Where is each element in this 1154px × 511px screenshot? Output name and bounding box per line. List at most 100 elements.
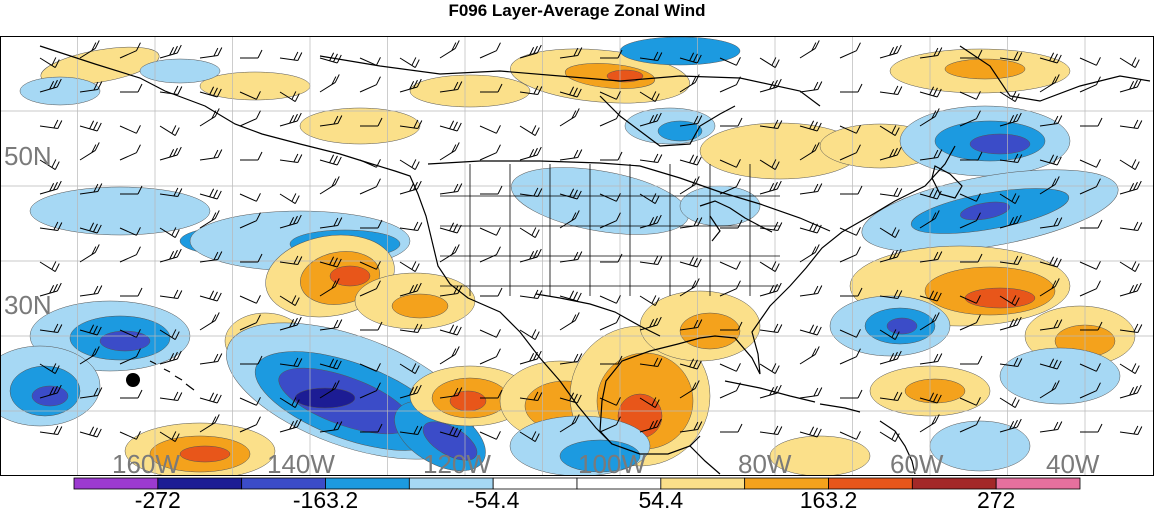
wind-barb <box>120 287 143 297</box>
wind-barb <box>519 431 540 442</box>
wind-barb <box>840 83 863 93</box>
wind-barb <box>1119 384 1142 399</box>
wind-barb <box>679 278 700 297</box>
wind-barb <box>519 85 543 96</box>
wind-barb <box>719 76 741 93</box>
wind-barb <box>120 389 143 399</box>
wind-barb <box>159 44 182 59</box>
wind-barb <box>319 421 343 433</box>
wind-barb <box>1039 176 1060 195</box>
wind-barb <box>119 125 141 134</box>
wind-barb <box>919 353 943 365</box>
wind-barb <box>679 154 702 166</box>
wind-shading-region <box>904 378 966 404</box>
wind-barb <box>639 316 662 331</box>
wind-barb <box>279 316 302 331</box>
wind-barb <box>439 244 460 263</box>
wind-barb <box>759 119 783 130</box>
wind-barb <box>1119 221 1143 232</box>
wind-barb <box>239 212 261 229</box>
wind-barb <box>240 253 263 263</box>
wind-barb <box>119 144 141 161</box>
wind-barb <box>1119 323 1143 334</box>
wind-barb <box>399 159 420 170</box>
wind-barb <box>559 414 580 433</box>
wind-barb <box>759 159 780 170</box>
wind-barb <box>399 78 422 93</box>
wind-barb <box>240 355 263 365</box>
wind-barb <box>399 363 420 374</box>
wind-barb <box>719 363 741 372</box>
wind-shading-region <box>944 58 1026 80</box>
wind-barb <box>319 278 340 297</box>
wind-barb <box>679 380 700 399</box>
wind-barb <box>919 86 942 98</box>
wind-barb <box>39 323 63 334</box>
colorbar-swatch <box>995 477 1081 490</box>
wind-barb <box>719 382 741 399</box>
wind-barb <box>1119 425 1143 436</box>
wind-barb <box>599 110 621 127</box>
wind-barb <box>199 290 222 302</box>
wind-barb <box>439 222 462 234</box>
wind-barb <box>1039 256 1062 268</box>
wind-barb <box>679 217 703 229</box>
wind-barb <box>719 159 741 168</box>
wind-barb <box>879 248 902 263</box>
wind-barb <box>720 423 743 433</box>
wind-barb <box>479 42 501 59</box>
wind-shading-region <box>657 120 703 142</box>
wind-barb <box>919 414 940 433</box>
wind-barb <box>39 384 62 399</box>
wind-barb <box>959 397 981 406</box>
wind-barb <box>239 295 261 304</box>
wind-barb <box>799 40 820 59</box>
wind-barb <box>519 289 543 300</box>
wind-barb <box>519 248 542 263</box>
wind-barb <box>600 355 623 365</box>
wind-barb <box>439 387 463 399</box>
wind-shading-region <box>929 420 1031 472</box>
wind-barb <box>559 210 580 229</box>
wind-barb <box>79 324 102 336</box>
wind-barb <box>1119 57 1140 68</box>
wind-barb <box>959 212 981 229</box>
wind-barb <box>239 314 261 331</box>
wind-barb <box>559 108 580 127</box>
wind-barb <box>960 253 983 263</box>
north-america-coast <box>39 45 701 455</box>
arctic-coast <box>319 55 821 107</box>
colorbar-tick-label: -54.4 <box>467 487 520 511</box>
wind-barb <box>919 47 943 59</box>
wind-barb <box>559 47 583 59</box>
wind-barb <box>839 125 861 134</box>
wind-barb <box>439 324 462 336</box>
wind-barb <box>239 416 261 433</box>
wind-barb <box>799 183 823 195</box>
wind-shading-region <box>29 186 211 236</box>
wind-barb <box>719 280 741 297</box>
lon-label-40w: 40W <box>1046 449 1100 476</box>
wind-barb <box>1079 159 1101 168</box>
hawaii-islands <box>149 360 195 391</box>
wind-shading-region <box>886 317 918 335</box>
newfoundland <box>931 165 963 199</box>
wind-barb <box>799 222 822 234</box>
coastlines <box>39 45 1151 475</box>
state-borders <box>440 164 780 296</box>
wind-barb <box>839 348 861 365</box>
lon-label-140w: 140W <box>267 449 335 476</box>
wind-barb <box>919 210 940 229</box>
wind-barb <box>759 57 780 68</box>
wind-barb <box>679 358 702 370</box>
wind-barb <box>599 397 621 406</box>
wind-barb <box>1079 76 1101 93</box>
wind-barb <box>559 149 583 161</box>
wind-barb <box>999 153 1023 164</box>
lat-label-30n: 30N <box>4 290 52 320</box>
wind-barb <box>1119 261 1140 272</box>
wind-barb <box>679 256 702 268</box>
wind-barb <box>720 117 743 127</box>
wind-barb <box>799 120 822 132</box>
wind-barb <box>319 176 340 195</box>
